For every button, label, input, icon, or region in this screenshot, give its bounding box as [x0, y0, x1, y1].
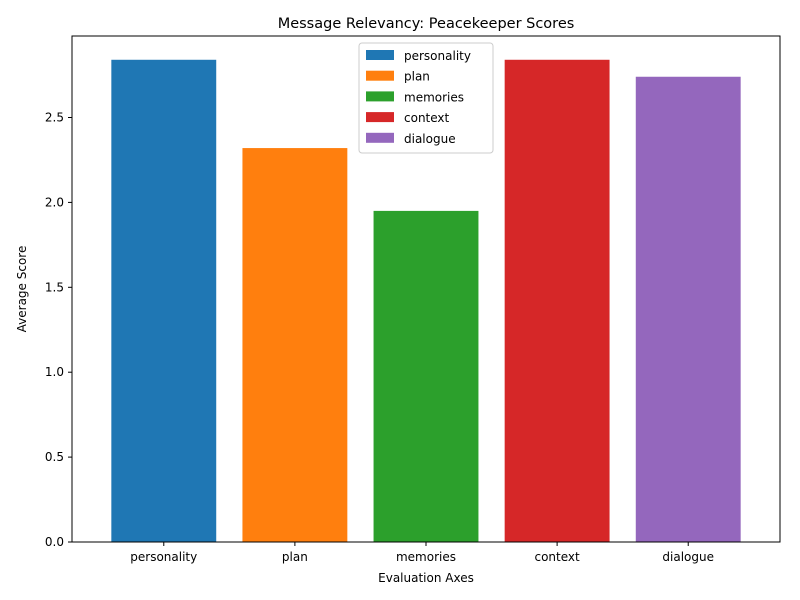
legend-swatch-memories	[366, 91, 394, 102]
chart-title: Message Relevancy: Peacekeeper Scores	[278, 16, 575, 32]
legend-label: context	[404, 111, 450, 125]
plot-area-frame	[71, 35, 781, 543]
bar-memories	[373, 210, 479, 542]
y-tick-label: 1.0	[45, 365, 64, 379]
x-axis-label: Evaluation Axes	[378, 571, 474, 585]
legend-frame	[358, 42, 494, 154]
x-tick-label: dialogue	[662, 550, 714, 564]
x-tick-label: memories	[396, 550, 456, 564]
bar-personality	[111, 59, 217, 542]
legend-label: memories	[404, 90, 464, 104]
bar-context	[504, 59, 610, 542]
y-tick-label: 2.5	[45, 111, 64, 125]
x-tick-label: plan	[282, 550, 308, 564]
bar-dialogue	[635, 76, 741, 542]
bars-group	[111, 59, 741, 542]
legend: personality plan memories context dialogue	[358, 42, 494, 154]
legend-swatch-plan	[366, 70, 394, 81]
bar-plan	[242, 148, 348, 542]
legend-swatch-context	[366, 112, 394, 123]
x-tick-label: context	[534, 550, 580, 564]
y-tick-label: 2.0	[45, 195, 64, 209]
y-axis-ticks: 0.0 0.5 1.0 1.5 2.0 2.5	[45, 111, 72, 549]
legend-label: personality	[404, 49, 471, 63]
y-tick-label: 1.5	[45, 280, 64, 294]
legend-swatch-dialogue	[366, 132, 394, 143]
y-tick-label: 0.5	[45, 450, 64, 464]
legend-label: dialogue	[404, 132, 456, 146]
y-tick-label: 0.0	[45, 535, 64, 549]
x-axis-ticks: personality plan memories context dialogue	[130, 542, 714, 564]
y-axis-label: Average Score	[15, 246, 29, 333]
legend-swatch-personality	[366, 50, 394, 60]
legend-label: plan	[404, 70, 430, 84]
x-tick-label: personality	[130, 550, 197, 564]
